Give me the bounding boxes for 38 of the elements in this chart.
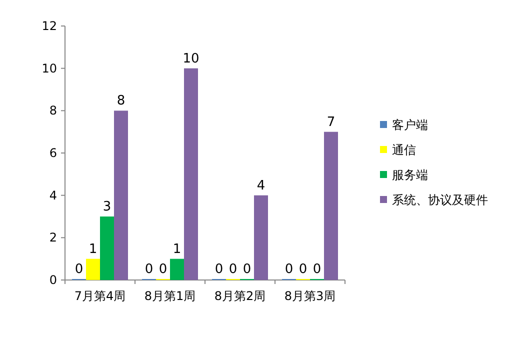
data-label: 0 [298, 262, 308, 277]
bar [100, 216, 114, 280]
y-tick-label: 10 [42, 61, 57, 76]
y-tick-label: 4 [49, 188, 57, 202]
y-tick-label: 6 [49, 146, 57, 160]
data-label: 7 [326, 114, 336, 130]
data-label: 0 [144, 262, 154, 277]
data-label: 0 [214, 262, 224, 277]
data-label: 8 [116, 94, 126, 109]
data-label: 0 [312, 262, 322, 277]
data-label: 10 [182, 51, 200, 66]
y-tick-label: 12 [42, 19, 57, 33]
x-tick-label: 8月第1周 [144, 289, 196, 303]
data-label: 4 [256, 178, 266, 194]
data-label: 0 [228, 262, 238, 277]
legend-label: 系统、协议及硬件 [392, 193, 488, 207]
legend-label: 服务端 [392, 168, 428, 182]
bar [324, 132, 338, 280]
y-tick-label: 8 [49, 104, 57, 118]
y-tick-label: 0 [49, 273, 57, 287]
bar [86, 258, 100, 280]
bar [184, 68, 198, 280]
x-tick-label: 8月第3周 [284, 289, 336, 303]
y-tick-label: 2 [49, 230, 57, 245]
legend-label: 客户端 [392, 118, 428, 132]
x-tick-label: 7月第4周 [74, 289, 126, 303]
data-label: 0 [242, 262, 252, 277]
bar [254, 195, 268, 280]
bar [170, 258, 184, 280]
bar [114, 110, 128, 280]
data-label: 0 [284, 262, 294, 277]
data-label: 0 [158, 262, 168, 277]
legend-label: 通信 [392, 143, 416, 157]
data-label: 3 [102, 200, 112, 214]
x-tick-label: 8月第2周 [214, 289, 266, 303]
data-label: 0 [74, 262, 84, 277]
data-label: 1 [88, 242, 98, 257]
data-label: 1 [172, 242, 182, 257]
